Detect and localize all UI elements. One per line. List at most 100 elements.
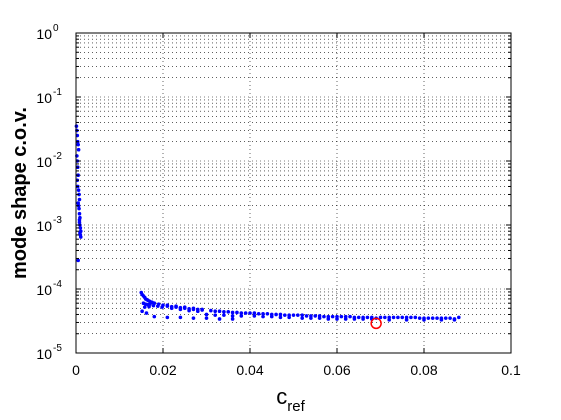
y-tick-base: 10 bbox=[36, 26, 52, 42]
data-point bbox=[356, 315, 361, 320]
data-point bbox=[77, 211, 82, 216]
data-point bbox=[448, 316, 452, 320]
data-point bbox=[391, 315, 396, 320]
data-point bbox=[77, 197, 82, 202]
data-point bbox=[296, 313, 300, 317]
data-point bbox=[160, 305, 164, 309]
data-point bbox=[147, 304, 151, 309]
data-point bbox=[178, 307, 183, 312]
y-tick-exponent: -4 bbox=[53, 279, 62, 290]
data-point bbox=[309, 316, 313, 320]
data-point bbox=[209, 308, 213, 313]
data-point bbox=[140, 309, 144, 313]
data-points bbox=[74, 124, 461, 322]
data-point bbox=[396, 315, 400, 320]
data-point bbox=[435, 316, 439, 320]
data-point bbox=[330, 314, 335, 319]
data-point bbox=[343, 317, 348, 321]
data-point bbox=[287, 315, 291, 320]
grid-lines bbox=[75, 33, 512, 354]
data-point bbox=[77, 206, 81, 211]
data-point bbox=[378, 315, 383, 320]
data-point bbox=[278, 312, 283, 317]
y-tick-label: 10 bbox=[36, 282, 52, 298]
data-point bbox=[439, 318, 444, 322]
data-point bbox=[252, 311, 257, 315]
data-point bbox=[152, 314, 157, 319]
data-point bbox=[443, 316, 448, 320]
data-point bbox=[78, 226, 83, 230]
data-point bbox=[387, 318, 392, 322]
data-point bbox=[300, 316, 305, 320]
data-point bbox=[182, 305, 187, 309]
data-point bbox=[76, 258, 80, 263]
data-point bbox=[155, 304, 160, 308]
y-tick-base: 10 bbox=[36, 154, 52, 170]
data-point bbox=[200, 307, 204, 312]
data-point bbox=[430, 316, 435, 320]
data-point bbox=[274, 312, 278, 317]
highlight-point bbox=[370, 317, 382, 330]
y-tick-label: 10 bbox=[36, 218, 52, 234]
data-point bbox=[76, 142, 80, 147]
y-tick-label: 10 bbox=[36, 346, 52, 362]
data-point bbox=[76, 188, 81, 192]
data-point bbox=[165, 303, 170, 307]
data-point bbox=[400, 315, 405, 320]
data-point bbox=[178, 315, 183, 320]
data-point bbox=[222, 313, 226, 317]
data-point bbox=[417, 316, 422, 320]
data-point bbox=[213, 309, 217, 313]
y-tick-base: 10 bbox=[36, 346, 52, 362]
x-tick-label: 0.06 bbox=[323, 362, 350, 378]
data-point bbox=[235, 310, 239, 315]
data-point bbox=[348, 314, 352, 319]
data-point bbox=[248, 311, 252, 315]
data-point bbox=[265, 311, 270, 316]
data-point bbox=[339, 314, 344, 319]
x-tick-label: 0.02 bbox=[149, 362, 176, 378]
data-point bbox=[222, 310, 226, 314]
data-point bbox=[304, 314, 309, 318]
y-tick-label: 10 bbox=[36, 154, 52, 170]
data-point bbox=[278, 315, 283, 320]
x-axis-label: cref bbox=[276, 384, 305, 415]
data-point bbox=[204, 312, 209, 317]
data-point bbox=[213, 313, 217, 317]
data-point bbox=[252, 314, 257, 318]
data-point bbox=[77, 220, 82, 225]
data-point bbox=[300, 313, 305, 317]
x-tick-label: 0.08 bbox=[410, 362, 437, 378]
data-point bbox=[422, 318, 426, 322]
data-point bbox=[365, 315, 370, 320]
data-point bbox=[317, 316, 322, 320]
data-point bbox=[335, 317, 339, 321]
data-point bbox=[142, 305, 147, 309]
data-point bbox=[322, 314, 326, 319]
data-point bbox=[313, 314, 318, 318]
y-tick-label: 10 bbox=[36, 26, 52, 42]
data-point bbox=[230, 314, 235, 318]
data-point bbox=[226, 310, 231, 314]
data-point bbox=[361, 317, 365, 321]
data-point bbox=[77, 192, 81, 197]
data-point bbox=[217, 317, 222, 321]
data-point bbox=[230, 317, 235, 321]
data-point bbox=[413, 315, 418, 320]
data-point bbox=[76, 201, 80, 205]
y-tick-exponent: -5 bbox=[53, 343, 62, 354]
data-point bbox=[452, 318, 457, 322]
x-tick-label: 0.04 bbox=[236, 362, 263, 378]
data-point bbox=[187, 308, 191, 313]
y-tick-exponent: -3 bbox=[53, 215, 62, 226]
data-point bbox=[217, 309, 222, 313]
data-point bbox=[261, 311, 265, 316]
data-point bbox=[230, 310, 235, 315]
x-tick-labels: 0 0.02 0.04 0.06 0.08 0.1 bbox=[72, 362, 521, 378]
data-point bbox=[169, 306, 174, 311]
data-point bbox=[191, 316, 196, 320]
axis-ticks bbox=[75, 32, 512, 354]
data-point bbox=[352, 317, 357, 321]
y-tick-base: 10 bbox=[36, 218, 52, 234]
